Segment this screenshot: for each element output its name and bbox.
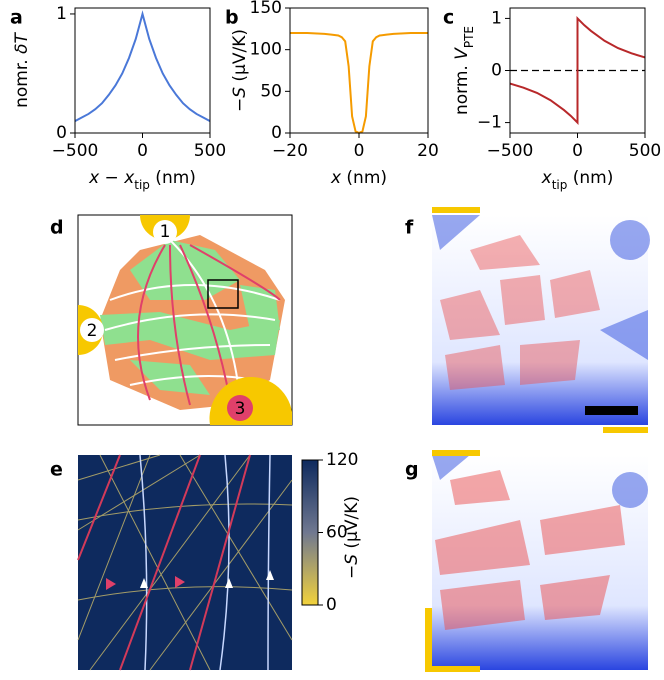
colorbar (301, 459, 319, 606)
x-tick-label: 500 (629, 141, 661, 161)
x-tick-label: 0 (354, 141, 365, 161)
y-tick-label: 0 (56, 123, 67, 143)
x-tick-label: −500 (52, 141, 99, 161)
panel-letter: e (50, 459, 63, 481)
label-part: x (123, 168, 135, 188)
label-part: x (88, 168, 100, 188)
colorbar-tick-label: 120 (326, 450, 358, 470)
label-part: (nm) (567, 168, 613, 188)
x-tick-label: 500 (194, 141, 226, 161)
y-axis-label: norm. VPTE (452, 26, 476, 115)
colorbar-tick-label: 60 (326, 523, 348, 543)
label-part: nomr. (12, 54, 32, 108)
data-line (509, 15, 646, 126)
y-tick-label: 150 (250, 0, 282, 18)
x-tick-label: 20 (417, 141, 439, 161)
x-axis-label: x − xtip (nm) (88, 168, 196, 192)
label-part: x (541, 168, 553, 188)
label-part: − (99, 168, 124, 188)
panel-letter: f (405, 217, 414, 239)
x-axis-label: x (nm) (330, 168, 387, 188)
x-tick-label: −500 (487, 141, 534, 161)
panel-letter: a (10, 7, 23, 29)
y-axis-label: nomr. δT (12, 32, 32, 108)
data-line (290, 32, 428, 135)
axes-frame (289, 7, 429, 134)
y-tick-label: 1 (491, 8, 502, 28)
label-part: tip (552, 178, 568, 192)
panel-d-image (77, 214, 293, 426)
panel-letter: b (225, 7, 239, 29)
colorbar-tick-label: 0 (326, 595, 337, 615)
label-part: S (342, 554, 362, 565)
panel-e-image (77, 454, 293, 671)
label-part: tip (134, 178, 150, 192)
label-part: δT (12, 32, 32, 54)
label-part: (μV/K) (342, 496, 362, 554)
label-part: (μV/K) (230, 29, 250, 87)
y-tick-label: −1 (477, 113, 502, 133)
y-tick-label: 1 (56, 4, 67, 24)
label-part: PTE (462, 26, 476, 48)
x-tick-label: 0 (137, 141, 148, 161)
panel-letter: d (50, 217, 64, 239)
label-part: (nm) (150, 168, 196, 188)
contact-label: 3 (235, 399, 246, 419)
panel-letter: g (405, 459, 419, 481)
label-part: − (230, 98, 250, 112)
x-tick-label: −20 (272, 141, 308, 161)
label-part: (nm) (341, 168, 387, 188)
colorbar-label: −S (μV/K) (342, 496, 362, 579)
label-part: norm. (452, 60, 472, 115)
panel-f-image (432, 207, 650, 433)
label-part: − (342, 565, 362, 579)
x-tick-label: 0 (572, 141, 583, 161)
y-axis-label: −S (μV/K) (230, 29, 250, 112)
axes-frame (74, 7, 211, 134)
y-tick-label: 100 (250, 40, 282, 60)
y-tick-label: 50 (260, 81, 282, 101)
panel-g-image (425, 450, 648, 672)
label-part: S (230, 87, 250, 98)
y-tick-label: 0 (271, 123, 282, 143)
label-part: V (452, 47, 472, 60)
label-part: x (330, 168, 342, 188)
data-line (74, 10, 211, 122)
panel-letter: c (443, 7, 454, 29)
y-tick-label: 0 (491, 61, 502, 81)
contact-label: 2 (87, 321, 98, 341)
x-axis-label: xtip (nm) (541, 168, 614, 192)
contact-label: 1 (160, 222, 171, 242)
